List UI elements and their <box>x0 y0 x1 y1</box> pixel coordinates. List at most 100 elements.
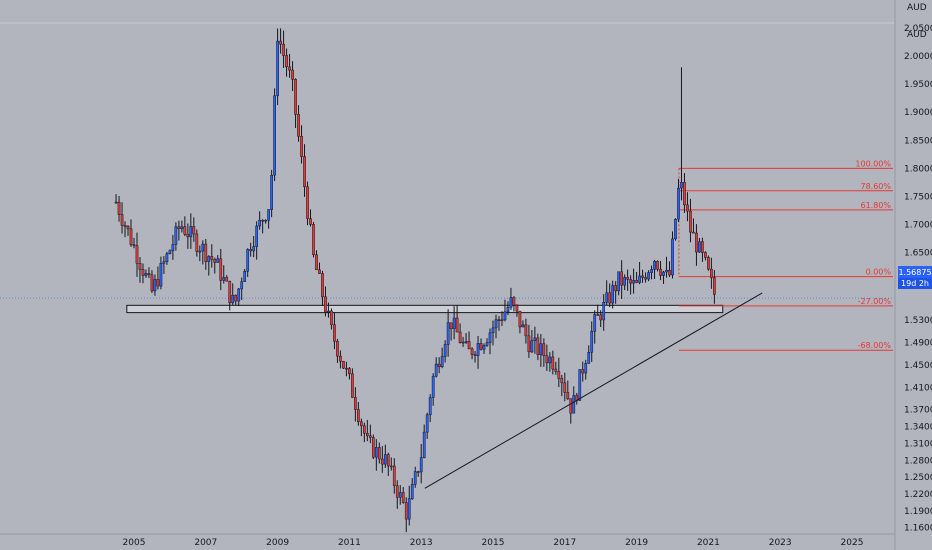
candle-up <box>189 226 193 238</box>
candle-up <box>572 395 576 414</box>
candle-down <box>210 256 214 260</box>
y-tick-label: 2.00000 <box>904 52 932 62</box>
fib-level-label: 78.60% <box>860 182 891 191</box>
candle-down <box>614 285 618 292</box>
candle-down <box>437 363 441 368</box>
candle-down <box>524 324 528 337</box>
candle-up <box>503 311 507 321</box>
candle-down <box>479 343 483 350</box>
y-tick-label: 1.95000 <box>904 80 932 90</box>
candle-up <box>653 261 656 270</box>
candle-down <box>249 249 253 252</box>
candle-down <box>366 433 369 437</box>
candle-up <box>647 272 650 280</box>
y-tick-label: 1.49000 <box>904 338 932 348</box>
candle-down <box>195 233 199 252</box>
price-tag-countdown: 19d 2h <box>901 279 929 288</box>
candle-down <box>213 259 217 263</box>
candle-up <box>590 331 594 353</box>
candle-down <box>150 274 154 292</box>
candle-down <box>689 210 692 233</box>
candle-down <box>135 245 139 264</box>
fib-level-label: -68.00% <box>858 341 892 350</box>
gridlines <box>0 22 895 299</box>
support-zone-rect <box>126 304 724 314</box>
candle-down <box>686 204 689 212</box>
currency-label: AUD <box>907 3 927 13</box>
y-tick-label: 1.22000 <box>904 490 932 500</box>
candle-down <box>377 447 381 460</box>
candle-down <box>596 314 600 316</box>
candle-down <box>527 335 531 353</box>
candle-down <box>644 277 647 280</box>
candle-up <box>464 341 468 343</box>
candle-down <box>416 471 420 473</box>
fib-level-label: 61.80% <box>860 201 891 210</box>
candle-down <box>192 226 196 235</box>
y-tick-label: 1.45000 <box>904 361 932 371</box>
candle-down <box>309 218 312 225</box>
candle-down <box>123 225 127 227</box>
candle-down <box>392 465 396 486</box>
candle-down <box>371 437 375 458</box>
candle-up <box>578 369 582 401</box>
candle-down <box>395 485 399 498</box>
candle-down <box>401 492 405 503</box>
candle-down <box>635 280 638 283</box>
candle-down <box>120 214 124 226</box>
candle-down <box>126 225 130 230</box>
y-tick-label: 1.34000 <box>904 423 932 433</box>
candle-down <box>659 268 662 276</box>
candle-down <box>404 502 408 520</box>
candle-up <box>494 319 498 329</box>
candle-up <box>440 356 444 368</box>
candle-up <box>419 457 423 473</box>
candle-up <box>410 484 414 500</box>
y-tick-label: 2.05000 <box>904 24 932 34</box>
candle-up <box>267 209 270 221</box>
candle-down <box>225 277 229 282</box>
candle-down <box>620 271 623 286</box>
candle-down <box>515 304 519 312</box>
candle-up <box>222 277 226 281</box>
candle-up <box>587 351 591 364</box>
x-tick-label: 2011 <box>338 538 361 548</box>
candle-up <box>144 273 148 276</box>
candle-down <box>219 258 223 281</box>
x-tick-label: 2005 <box>123 538 146 548</box>
candle-down <box>668 269 671 276</box>
candle-down <box>518 310 522 328</box>
candle-up <box>539 343 543 355</box>
candle-down <box>114 201 118 204</box>
candle-up <box>201 243 205 252</box>
candle-up <box>548 356 552 364</box>
candle-down <box>330 310 333 325</box>
candle-up <box>216 258 220 263</box>
candle-down <box>141 269 145 276</box>
candle-down <box>117 201 121 215</box>
x-tick-label: 2007 <box>194 538 217 548</box>
candle-up <box>413 471 417 485</box>
candle-down <box>297 114 300 137</box>
y-tick-label: 1.41000 <box>904 383 932 393</box>
candle-down <box>713 277 716 295</box>
candle-up <box>680 182 683 189</box>
candle-up <box>162 261 166 264</box>
candle-down <box>545 355 549 364</box>
candle-down <box>458 331 462 343</box>
candle-up <box>674 218 677 240</box>
candle-down <box>467 341 471 350</box>
candle-down <box>542 343 546 356</box>
candle-down <box>363 425 366 434</box>
support-zone <box>126 304 724 314</box>
candle-down <box>704 252 707 258</box>
candle-up <box>617 271 620 292</box>
y-tick-label: 1.65000 <box>904 249 932 259</box>
candle-up <box>677 187 680 220</box>
candle-down <box>629 279 632 284</box>
candlesticks <box>114 28 716 533</box>
candle-up <box>231 294 235 304</box>
candle-down <box>351 373 354 398</box>
